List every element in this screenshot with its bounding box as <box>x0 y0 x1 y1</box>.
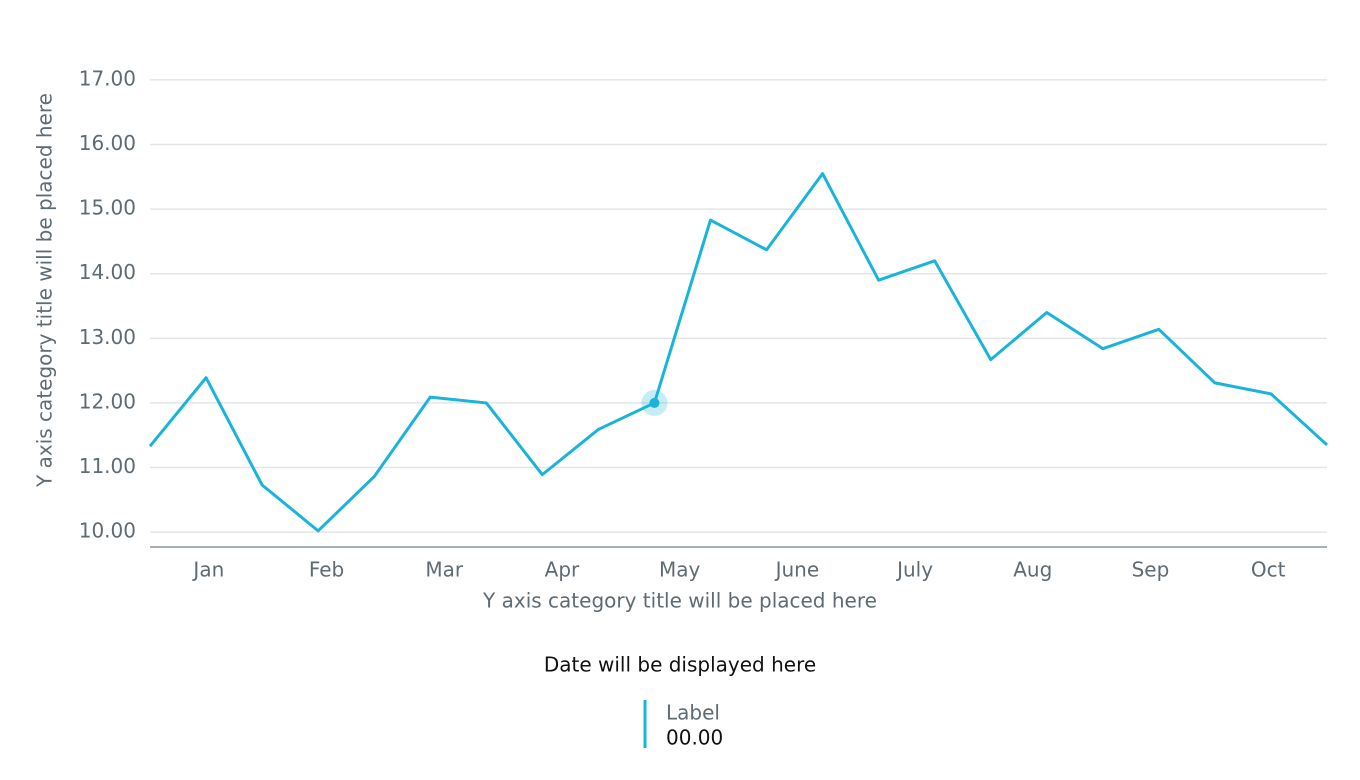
y-tick-label: 10.00 <box>79 519 136 543</box>
y-tick-label: 16.00 <box>79 131 136 155</box>
line <box>148 172 1329 533</box>
legend-value: 00.00 <box>666 726 723 750</box>
x-tick-label: Jan <box>191 558 224 582</box>
y-tick-label: 14.00 <box>79 260 136 284</box>
y-tick-label: 13.00 <box>79 325 136 349</box>
y-axis-title: Y axis category title will be placed her… <box>33 93 57 488</box>
x-axis-title: Y axis category title will be placed her… <box>482 589 877 613</box>
x-tick-label: Sep <box>1132 558 1170 582</box>
x-tick-label: Apr <box>545 558 580 582</box>
x-tick-label: Feb <box>309 558 344 582</box>
legend-label: Label <box>666 701 720 725</box>
x-tick-label: Mar <box>425 558 464 582</box>
y-tick-label: 11.00 <box>79 454 136 478</box>
x-tick-label: May <box>659 558 701 582</box>
date-text: Date will be displayed here <box>544 653 816 677</box>
y-tick-label: 12.00 <box>79 389 136 413</box>
y-tick-label: 15.00 <box>79 196 136 220</box>
x-tick-label: Aug <box>1013 558 1052 582</box>
highlight-point <box>649 397 660 408</box>
x-tick-label: Oct <box>1251 558 1286 582</box>
x-tick-label: July <box>895 558 933 582</box>
y-tick-label: 17.00 <box>79 66 136 90</box>
x-tick-label: June <box>774 558 820 582</box>
